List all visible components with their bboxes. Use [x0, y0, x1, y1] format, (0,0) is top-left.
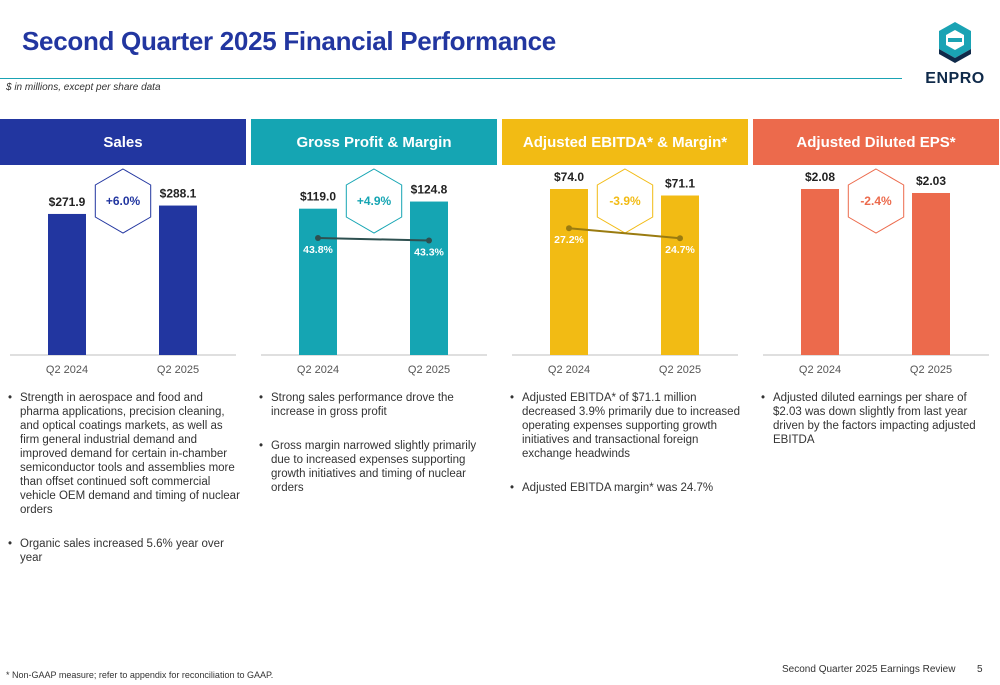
bar-value-label: $2.08 — [805, 170, 835, 184]
change-label: -3.9% — [609, 194, 641, 208]
x-tick-label: Q2 2024 — [297, 364, 339, 376]
enpro-logo-mark — [939, 22, 971, 63]
bar-q2-2025 — [410, 201, 448, 355]
bar-value-label: $271.9 — [49, 195, 86, 209]
change-label: -2.4% — [860, 194, 892, 208]
change-badge — [847, 168, 905, 234]
enpro-logo: ENPRO — [915, 20, 995, 90]
x-tick-label: Q2 2025 — [910, 364, 952, 376]
margin-line — [568, 227, 681, 240]
bar-q2-2024 — [801, 189, 839, 355]
ebitda-bullets: Adjusted EBITDA* of $71.1 million decrea… — [510, 391, 742, 515]
eps-bullets: Adjusted diluted earnings per share of $… — [761, 391, 993, 467]
bar-value-label: $288.1 — [160, 187, 197, 201]
gross-profit-panel: Gross Profit & Margin $119.0 Q2 2024 $124.… — [251, 119, 497, 589]
bar-value-label: $74.0 — [554, 170, 584, 184]
bar-q2-2024 — [48, 213, 86, 355]
bullet-item: Strength in aerospace and food and pharm… — [8, 391, 240, 517]
eps-chart: $2.08 Q2 2024 $2.03 Q2 2025 -2.4% — [763, 168, 989, 376]
ebitda-panel: Adjusted EBITDA* & Margin* $74.0 Q2 2024 $… — [502, 119, 748, 589]
footnote: * Non-GAAP measure; refer to appendix fo… — [6, 670, 274, 680]
x-tick-label: Q2 2024 — [548, 364, 590, 376]
title-divider — [0, 78, 902, 79]
change-label: +4.9% — [357, 194, 392, 208]
x-tick-label: Q2 2025 — [659, 364, 701, 376]
deck-title: Second Quarter 2025 Earnings Review — [782, 664, 956, 675]
bar-q2-2025 — [912, 192, 950, 355]
bullet-item: Adjusted EBITDA* of $71.1 million decrea… — [510, 391, 742, 461]
margin-point — [315, 235, 321, 241]
sales-panel: Sales $271.9 Q2 2024 $288.1 Q2 2025 +6.0% St… — [0, 119, 246, 589]
bullet-item: Strong sales performance drove the incre… — [259, 391, 491, 419]
margin-point — [566, 225, 572, 232]
ebitda-chart: $74.0 Q2 2024 $71.1 Q2 2025 -3.9% 27.2% 24.7% — [512, 168, 738, 376]
bullet-item: Adjusted EBITDA margin* was 24.7% — [510, 481, 742, 495]
bar-q2-2024 — [550, 189, 588, 355]
x-tick-label: Q2 2024 — [799, 364, 841, 376]
margin-point — [677, 235, 683, 242]
change-badge — [94, 168, 152, 234]
bar-value-label: $124.8 — [411, 183, 448, 197]
margin-point — [426, 237, 432, 244]
gross-profit-bullets: Strong sales performance drove the incre… — [259, 391, 491, 515]
bar-q2-2025 — [159, 205, 197, 355]
margin-line — [317, 237, 430, 242]
panel-header-eps: Adjusted Diluted EPS* — [753, 119, 999, 165]
change-badge — [345, 168, 403, 234]
panel-header-sales: Sales — [0, 119, 246, 165]
x-tick-label: Q2 2025 — [408, 364, 450, 376]
page-number: 5 — [977, 664, 983, 675]
margin-label: 43.3% — [414, 247, 444, 259]
panel-header-ebitda: Adjusted EBITDA* & Margin* — [502, 119, 748, 165]
sales-chart: $271.9 Q2 2024 $288.1 Q2 2025 +6.0% — [10, 168, 236, 376]
bullet-item: Gross margin narrowed slightly primarily… — [259, 439, 491, 495]
bar-value-label: $71.1 — [665, 177, 695, 191]
panel-header-gross-profit: Gross Profit & Margin — [251, 119, 497, 165]
bar-q2-2025 — [661, 195, 699, 355]
logo-wordmark: ENPRO — [925, 70, 985, 87]
margin-label: 24.7% — [665, 244, 695, 256]
margin-label: 27.2% — [554, 234, 584, 246]
bullet-item: Organic sales increased 5.6% year over y… — [8, 537, 240, 565]
eps-panel: Adjusted Diluted EPS* $2.08 Q2 2024 $2.03 Q… — [753, 119, 999, 589]
x-tick-label: Q2 2024 — [46, 364, 88, 376]
x-tick-label: Q2 2025 — [157, 364, 199, 376]
bullet-item: Adjusted diluted earnings per share of $… — [761, 391, 993, 447]
bar-q2-2024 — [299, 208, 337, 355]
sales-bullets: Strength in aerospace and food and pharm… — [8, 391, 240, 585]
gross-profit-chart: $119.0 Q2 2024 $124.8 Q2 2025 +4.9% 43.8% 43.3… — [261, 168, 487, 376]
units-note: $ in millions, except per share data — [6, 82, 161, 93]
bar-value-label: $2.03 — [916, 174, 946, 188]
change-label: +6.0% — [106, 194, 141, 208]
page-title: Second Quarter 2025 Financial Performanc… — [22, 26, 556, 56]
bar-value-label: $119.0 — [300, 190, 336, 204]
margin-label: 43.8% — [303, 244, 333, 256]
